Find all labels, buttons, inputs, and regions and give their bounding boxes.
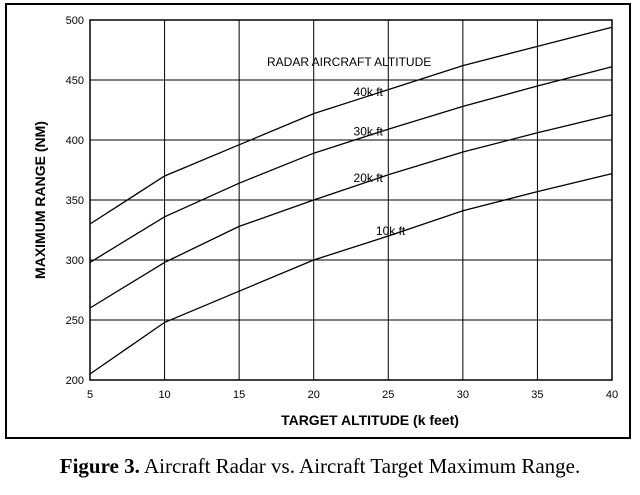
y-tick-label: 500	[66, 15, 84, 27]
series-label: 10k ft	[376, 224, 406, 238]
x-tick-label: 35	[531, 389, 543, 401]
series-label: 20k ft	[354, 171, 384, 185]
series-line-10k-ft	[89, 172, 613, 375]
x-tick-label: 5	[87, 389, 93, 401]
series-lines	[89, 26, 613, 375]
tick-labels: 5 10 15 20 25 30 35 40 200 250 300 350 400 450 500	[66, 15, 618, 401]
y-tick-label: 350	[66, 195, 84, 207]
series-label: 30k ft	[354, 125, 384, 139]
y-tick-label: 400	[66, 135, 84, 147]
y-tick-label: 200	[66, 375, 84, 387]
x-tick-label: 30	[457, 389, 469, 401]
y-tick-label: 250	[66, 315, 84, 327]
y-tick-label: 450	[66, 75, 84, 87]
plot-border	[89, 19, 613, 381]
x-tick-label: 25	[382, 389, 394, 401]
series-line-40k-ft	[89, 26, 613, 225]
y-tick-label: 300	[66, 255, 84, 267]
figure-caption-text: Aircraft Radar vs. Aircraft Target Maxim…	[139, 454, 581, 478]
series-annotations: 40k ft 30k ft 20k ft 10k ft	[354, 85, 406, 238]
series-line-30k-ft	[89, 66, 613, 263]
x-tick-label: 10	[158, 389, 170, 401]
x-axis-label: TARGET ALTITUDE (k feet)	[281, 412, 459, 428]
figure-label: Figure 3.	[59, 454, 140, 478]
range-chart: 5 10 15 20 25 30 35 40 200 250 300 350 400 450 500 RAD…	[32, 15, 618, 428]
series-line-20k-ft	[89, 114, 613, 309]
y-axis-label: MAXIMUM RANGE (NM)	[32, 121, 48, 279]
chart-frame	[5, 3, 631, 439]
x-tick-label: 15	[233, 389, 245, 401]
legend-title: RADAR AIRCRAFT ALTITUDE	[267, 55, 431, 69]
figure-caption: Figure 3. Aircraft Radar vs. Aircraft Ta…	[0, 454, 640, 479]
series-label: 40k ft	[354, 85, 384, 99]
x-tick-label: 20	[308, 389, 320, 401]
grid-lines	[89, 19, 613, 381]
x-tick-label: 40	[606, 389, 618, 401]
